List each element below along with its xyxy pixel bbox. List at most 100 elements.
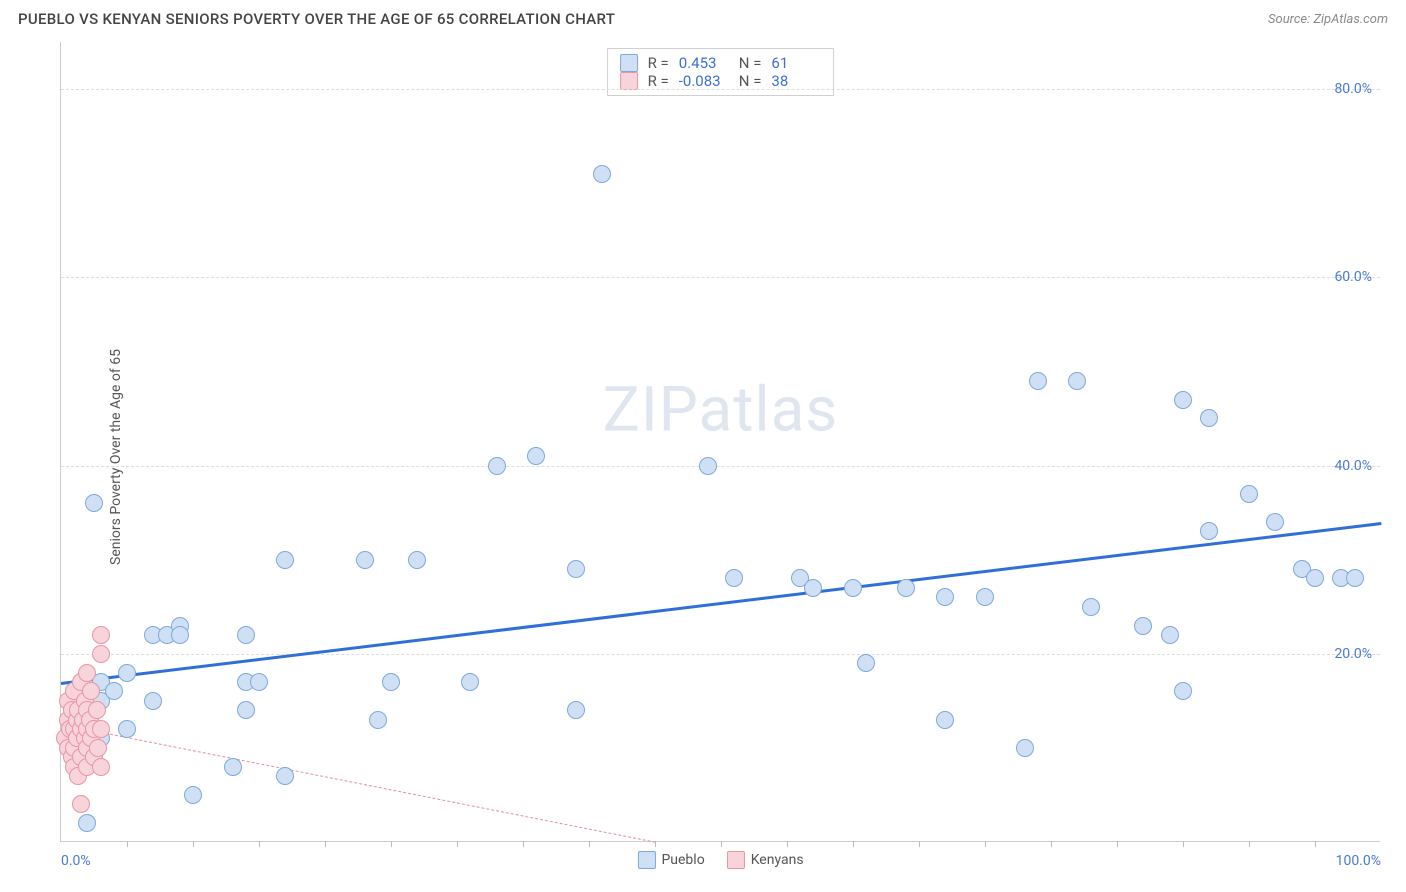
data-point [897,579,915,597]
data-point [1200,409,1218,427]
data-point [725,569,743,587]
data-point [92,720,110,738]
data-point [1174,391,1192,409]
data-point [804,579,822,597]
n-label: N = [739,72,762,90]
gridline-horizontal [61,89,1380,90]
data-point [369,711,387,729]
data-point [72,795,90,813]
data-point [382,673,400,691]
source-label: Source: [1268,12,1313,27]
y-tick-label: 80.0% [1334,81,1372,97]
r-value: 0.453 [679,54,729,72]
data-point [356,551,374,569]
gridline-horizontal [61,466,1380,467]
trend-line [61,724,655,843]
x-tick [919,841,920,847]
x-tick [655,841,656,847]
plot-area: ZIPatlas R =0.453N =61R =-0.083N =38 Pue… [60,42,1380,842]
data-point [567,701,585,719]
x-tick [853,841,854,847]
x-tick [259,841,260,847]
data-point [1200,522,1218,540]
data-point [1016,739,1034,757]
data-point [92,626,110,644]
chart-container: Seniors Poverty Over the Age of 65 ZIPat… [18,42,1388,872]
data-point [237,626,255,644]
source-name: ZipAtlas.com [1313,12,1388,27]
data-point [1240,485,1258,503]
data-point [92,645,110,663]
r-value: -0.083 [679,72,729,90]
watermark: ZIPatlas [603,373,839,446]
gridline-horizontal [61,654,1380,655]
x-tick [1315,841,1316,847]
x-tick [523,841,524,847]
data-point [567,560,585,578]
n-value: 38 [771,72,821,90]
y-tick-label: 60.0% [1334,269,1372,285]
data-point [1161,626,1179,644]
x-tick [325,841,326,847]
data-point [88,701,106,719]
x-tick [391,841,392,847]
x-tick [1117,841,1118,847]
data-point [184,786,202,804]
data-point [699,457,717,475]
data-point [408,551,426,569]
n-value: 61 [771,54,821,72]
legend-swatch [637,851,655,869]
data-point [118,664,136,682]
legend-label: Pueblo [661,852,704,868]
data-point [593,165,611,183]
data-point [527,447,545,465]
r-label: R = [648,72,669,90]
data-point [224,758,242,776]
x-tick [127,841,128,847]
data-point [118,720,136,738]
legend-swatch [620,72,638,90]
data-point [1029,372,1047,390]
data-point [1346,569,1364,587]
data-point [1134,617,1152,635]
legend-label: Kenyans [751,852,804,868]
data-point [171,626,189,644]
legend-swatch [620,54,638,72]
x-tick [721,841,722,847]
data-point [237,701,255,719]
data-point [85,494,103,512]
x-tick [1249,841,1250,847]
r-label: R = [648,54,669,72]
data-point [250,673,268,691]
data-point [105,682,123,700]
data-point [92,758,110,776]
trend-line [61,522,1381,685]
x-tick [589,841,590,847]
data-point [1082,598,1100,616]
y-tick-label: 20.0% [1334,646,1372,662]
chart-title: PUEBLO VS KENYAN SENIORS POVERTY OVER TH… [18,10,615,28]
data-point [1266,513,1284,531]
data-point [936,711,954,729]
data-point [461,673,479,691]
gridline-horizontal [61,277,1380,278]
data-point [82,682,100,700]
x-axis-max-label: 100.0% [1336,853,1381,869]
data-point [976,588,994,606]
legend-swatch [727,851,745,869]
data-point [78,814,96,832]
x-tick [457,841,458,847]
data-point [857,654,875,672]
legend-row: R =0.453N =61 [620,54,822,72]
data-point [276,767,294,785]
data-point [1068,372,1086,390]
data-point [1306,569,1324,587]
source-attribution: Source: ZipAtlas.com [1268,12,1388,27]
series-legend: Pueblo Kenyans [637,851,803,869]
data-point [844,579,862,597]
x-tick [787,841,788,847]
legend-row: R = -0.083 N = 38 [620,72,822,90]
data-point [276,551,294,569]
x-tick [193,841,194,847]
data-point [488,457,506,475]
